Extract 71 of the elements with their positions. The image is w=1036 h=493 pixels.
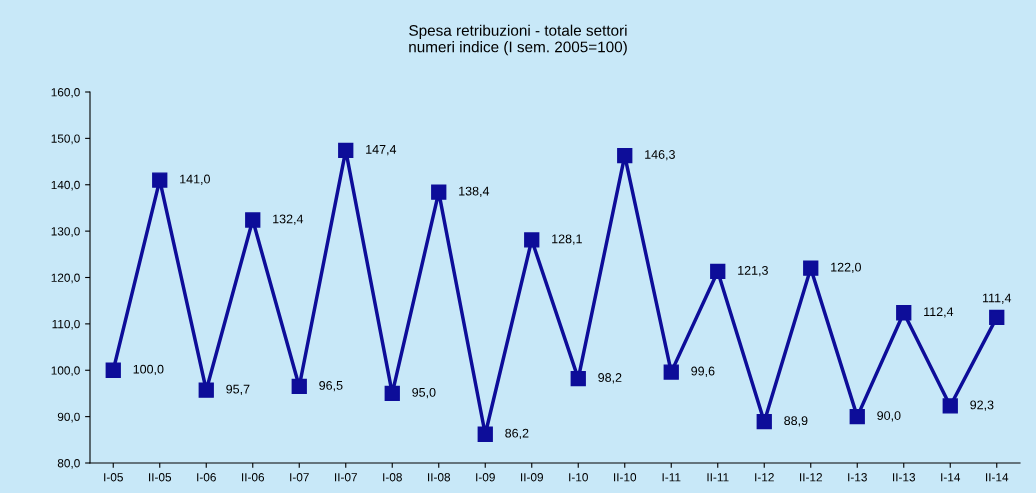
data-label: 90,0 — [877, 411, 901, 422]
x-tick-label: II-14 — [986, 473, 1009, 482]
point — [431, 184, 447, 200]
data-label: 95,0 — [412, 387, 436, 399]
point — [198, 382, 214, 398]
x-tick-label: II-09 — [521, 473, 543, 482]
point — [989, 309, 1005, 326]
x-tick-label: II-08 — [428, 473, 451, 482]
x-tick-label: I-06 — [197, 473, 216, 482]
data-label: 141,0 — [180, 174, 210, 185]
x-tick-label: I-12 — [755, 473, 774, 482]
x-tick-label: I-11 — [662, 473, 681, 482]
data-label: 96,5 — [319, 380, 343, 392]
x-tick-label: II-13 — [893, 473, 916, 482]
x-tick-label: I-14 — [941, 473, 961, 482]
point — [338, 142, 354, 159]
data-label: 92,3 — [970, 400, 994, 411]
x-tick-label: II-05 — [149, 473, 172, 482]
y-tick-label: 130,0 — [51, 227, 80, 237]
x-tick-label: II-06 — [242, 473, 265, 482]
point — [663, 364, 679, 380]
point — [803, 260, 819, 276]
y-tick-label: 150,0 — [51, 134, 80, 145]
data-label: 147,4 — [366, 145, 397, 156]
data-label: 128,1 — [552, 234, 582, 245]
chart-title: Spesa retribuzioni - totale settori — [409, 24, 627, 39]
point — [756, 414, 772, 430]
point — [477, 426, 493, 442]
point — [291, 378, 307, 395]
data-label: 138,4 — [459, 186, 490, 197]
x-tick-label: I-08 — [383, 473, 402, 482]
y-tick-label: 160,0 — [51, 88, 80, 98]
point — [524, 232, 540, 248]
y-tick-label: 140,0 — [51, 180, 80, 191]
x-tick-label: I-09 — [476, 473, 495, 482]
point — [245, 212, 261, 228]
y-tick-label: 90,0 — [57, 412, 80, 423]
x-tick-label: I-10 — [569, 473, 588, 482]
data-label: 112,4 — [924, 307, 954, 318]
x-tick-label: II-10 — [614, 473, 637, 482]
data-label: 98,2 — [598, 373, 622, 384]
x-tick-label: I-13 — [848, 473, 867, 482]
point — [896, 305, 912, 321]
point — [849, 408, 865, 425]
data-label: 86,2 — [505, 428, 529, 440]
point — [570, 370, 586, 387]
point — [710, 263, 726, 280]
y-tick-label: 120,0 — [51, 273, 80, 284]
y-tick-label: 110,0 — [52, 319, 80, 330]
point — [942, 398, 958, 414]
y-tick-label: 80,0 — [57, 459, 80, 469]
x-tick-label: I-05 — [104, 473, 123, 482]
data-label: 111,4 — [982, 293, 1012, 304]
point — [617, 147, 633, 164]
data-label: 132,4 — [273, 214, 304, 225]
data-label: 122,0 — [831, 262, 861, 274]
point — [152, 172, 168, 188]
point — [105, 362, 121, 378]
data-label: 146,3 — [645, 150, 675, 161]
data-label: 100,0 — [133, 364, 164, 376]
data-label: 99,6 — [691, 366, 715, 377]
data-label: 88,9 — [784, 416, 808, 427]
x-tick-label: I-07 — [290, 473, 309, 482]
data-label: 95,7 — [226, 384, 250, 396]
data-label: 121,3 — [738, 265, 768, 277]
point — [384, 385, 400, 402]
x-tick-label: II-12 — [800, 473, 822, 482]
y-tick-label: 100,0 — [51, 366, 80, 377]
x-tick-label: II-11 — [707, 473, 729, 482]
x-tick-label: II-07 — [335, 473, 357, 482]
chart-subtitle: numeri indice (I sem. 2005=100) — [409, 41, 627, 56]
